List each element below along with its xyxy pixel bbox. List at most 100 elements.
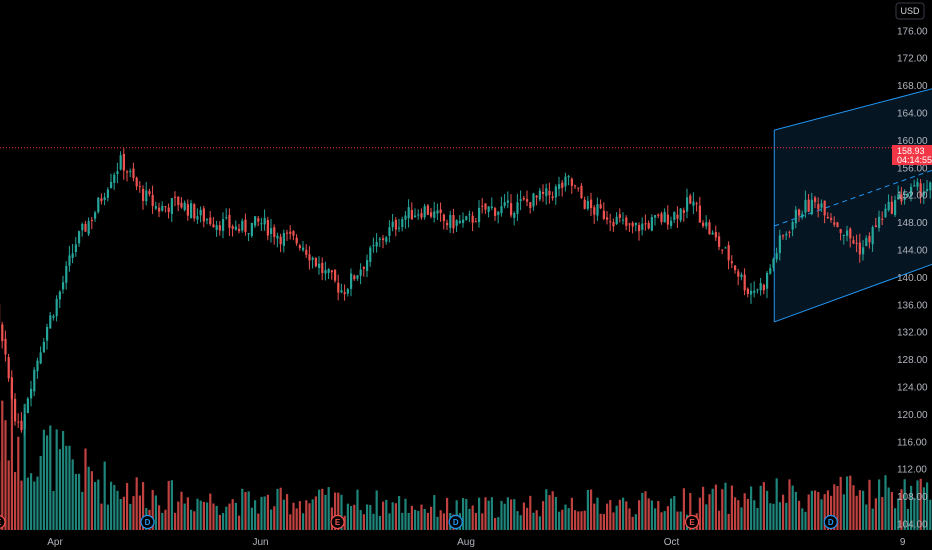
candle-body [378,238,381,240]
time-tick-label: Apr [47,537,63,548]
candle-body [554,186,557,198]
dividend-marker[interactable]: D [140,514,155,530]
volume-bar [343,515,346,530]
candle-body [564,176,567,187]
volume-bar [244,492,247,530]
candle-body [724,247,727,249]
volume-bar [513,499,516,530]
volume-bar [637,500,641,530]
candle-body [346,289,349,294]
volume-bar [650,500,653,530]
candle-body [743,274,746,291]
price-tick-label: 112.00 [897,465,927,476]
volume-bar [903,479,906,530]
earnings-marker[interactable]: E [0,515,6,529]
volume-bar [509,499,513,530]
earnings-marker[interactable]: E [330,514,345,530]
candle-body [282,232,285,246]
candle-body [109,181,113,189]
candle-body [253,216,257,226]
candle-body [196,216,199,220]
candle-body [753,290,756,293]
volume-bar [269,509,273,530]
volume-bar [285,494,289,530]
volume-bar [324,494,327,530]
candle-body [599,204,602,209]
candle-body [215,225,218,230]
volume-bar [58,449,61,530]
volume-bar [490,497,493,530]
price-axis[interactable]: 176.00 172.00 168.00 164.00 160.00 156.00 152.… [897,26,928,530]
candle-body [529,202,532,209]
candle-body [52,315,55,318]
currency-badge[interactable] [895,2,925,20]
volume-bar [212,503,215,530]
volume-bar [682,488,685,530]
volume-bar [61,431,65,530]
channel-lower-line[interactable] [774,103,932,323]
volume-bar [849,475,852,530]
volume-bar [724,482,727,530]
candle-body [650,217,653,231]
candle-body [263,217,266,225]
volume-bar [340,494,343,530]
dividend-marker[interactable]: D [448,514,463,530]
candle-body [804,200,807,213]
candle-body [525,199,529,202]
volume-bar [791,485,794,530]
candle-body [308,254,311,261]
volume-bar [237,515,241,530]
volume-bar [749,486,753,530]
volume-bar [372,513,375,530]
volume-bar [804,511,807,530]
event-markers: EDEDEDEDE [0,514,838,530]
volume-bar [71,459,74,530]
volume-bar [801,508,804,530]
volume-bar [193,511,196,530]
candle-body [631,222,634,227]
candle-body [81,224,84,231]
volume-bar [602,513,605,530]
volume-bar [573,510,577,530]
time-axis[interactable]: AprJunAugOct92021MarAprJunAug [47,537,932,548]
volume-bar [109,481,113,530]
candle-body [733,265,737,271]
last-price-value: 158.93 [897,146,925,156]
candle-body [749,290,753,295]
volume-bar [401,512,404,530]
volume-bar [436,516,439,530]
candle-body [257,218,260,222]
volume-bar [429,506,433,530]
candle-body [612,222,615,227]
last-price-tag [892,145,932,165]
candle-body [7,357,10,379]
candle-body [701,222,705,227]
candle-body [580,185,583,198]
volume-bar [557,511,561,530]
volume-bar [154,495,157,530]
volume-bar [167,480,170,530]
channel-upper-line[interactable] [774,0,932,131]
volume-bar [180,491,183,530]
candle-body [535,195,538,198]
volume-bar [202,501,205,530]
price-tick-label: 120.00 [897,410,928,421]
price-tick-label: 104.00 [897,520,928,531]
volume-bar [103,461,106,530]
candle-body [676,214,679,219]
candle-body [669,220,673,226]
volume-bar [289,514,292,530]
candle-body [135,177,138,187]
earnings-marker[interactable]: E [684,514,700,530]
candle-body [909,186,913,197]
volume-bar [669,498,673,530]
candle-body [644,223,647,225]
candle-body [708,222,711,235]
candle-body [820,203,823,208]
volume-bar [877,479,881,530]
candle-body [193,204,196,219]
dividend-marker[interactable]: D [823,514,838,530]
volume-bar [714,484,717,530]
candle-body [356,275,359,279]
